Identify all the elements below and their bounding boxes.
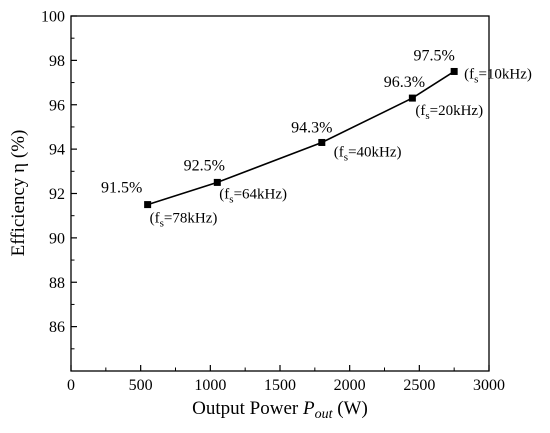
x-tick-label: 1000 xyxy=(194,377,226,394)
value-label: 91.5% xyxy=(101,180,142,197)
value-label: 94.3% xyxy=(291,119,332,136)
y-tick-label: 94 xyxy=(49,142,65,159)
data-markers xyxy=(144,67,458,209)
data-point xyxy=(450,67,458,75)
frequency-label: (fs=10kHz) xyxy=(464,66,532,85)
y-tick-label: 98 xyxy=(49,53,65,70)
frequency-label-open: (f xyxy=(150,211,160,227)
frequency-labels: (fs=78kHz)(fs=64kHz)(fs=40kHz)(fs=20kHz)… xyxy=(150,66,532,229)
frequency-label: (fs=78kHz) xyxy=(150,211,218,230)
y-tick-label: 86 xyxy=(49,319,65,336)
data-point xyxy=(408,94,416,102)
frequency-label-open: (f xyxy=(415,103,425,119)
data-point xyxy=(213,178,221,186)
frequency-label-open: (f xyxy=(464,66,474,82)
frequency-label-value: =10kHz) xyxy=(478,66,531,82)
y-tick-label: 96 xyxy=(49,97,65,114)
frequency-label-sub: s xyxy=(344,151,348,163)
frequency-label-open: (f xyxy=(334,144,344,160)
y-axis-title: Efficiency η (%) xyxy=(8,130,29,257)
frequency-label-value: =78kHz) xyxy=(164,211,217,227)
y-tick-label: 88 xyxy=(49,275,65,292)
frequency-label-value: =64kHz) xyxy=(234,186,287,202)
value-label: 96.3% xyxy=(384,74,425,91)
x-tick-label: 2000 xyxy=(334,377,366,394)
axis-tick-labels: 0 500 1000 1500 2000 2500 3000 86 88 90 92 94 96 98 10… xyxy=(41,9,505,395)
y-tick-label: 100 xyxy=(41,9,65,26)
data-point xyxy=(318,138,326,146)
frequency-label: (fs=20kHz) xyxy=(415,103,483,122)
x-title-symbol: P xyxy=(302,398,315,419)
frequency-label-value: =20kHz) xyxy=(430,103,483,119)
frequency-label-sub: s xyxy=(160,218,164,230)
y-tick-label: 90 xyxy=(49,230,65,247)
axis-ticks xyxy=(70,15,490,371)
frequency-label: (fs=40kHz) xyxy=(334,144,402,163)
x-tick-label: 500 xyxy=(129,377,153,394)
x-title-unit: (W) xyxy=(332,398,367,419)
frequency-label-sub: s xyxy=(474,73,478,85)
x-title-prefix: Output Power xyxy=(192,398,303,419)
value-label: 97.5% xyxy=(414,47,455,64)
data-point xyxy=(144,201,152,209)
frequency-label-value: =40kHz) xyxy=(348,144,401,160)
frequency-label: (fs=64kHz) xyxy=(219,186,287,205)
efficiency-line xyxy=(147,70,455,206)
x-tick-label: 1500 xyxy=(264,377,296,394)
frequency-label-sub: s xyxy=(229,193,233,205)
x-axis-title: Output Power Pout (W) xyxy=(192,398,368,422)
x-tick-label: 3000 xyxy=(473,377,505,394)
value-labels: 91.5% 92.5% 94.3% 96.3% 97.5% xyxy=(101,47,455,196)
frequency-label-open: (f xyxy=(219,186,229,202)
y-tick-label: 92 xyxy=(49,186,65,203)
frequency-label-sub: s xyxy=(425,110,429,122)
x-title-subscript: out xyxy=(315,407,334,422)
value-label: 92.5% xyxy=(184,157,225,174)
x-tick-label: 2500 xyxy=(403,377,435,394)
x-tick-label: 0 xyxy=(67,377,75,394)
